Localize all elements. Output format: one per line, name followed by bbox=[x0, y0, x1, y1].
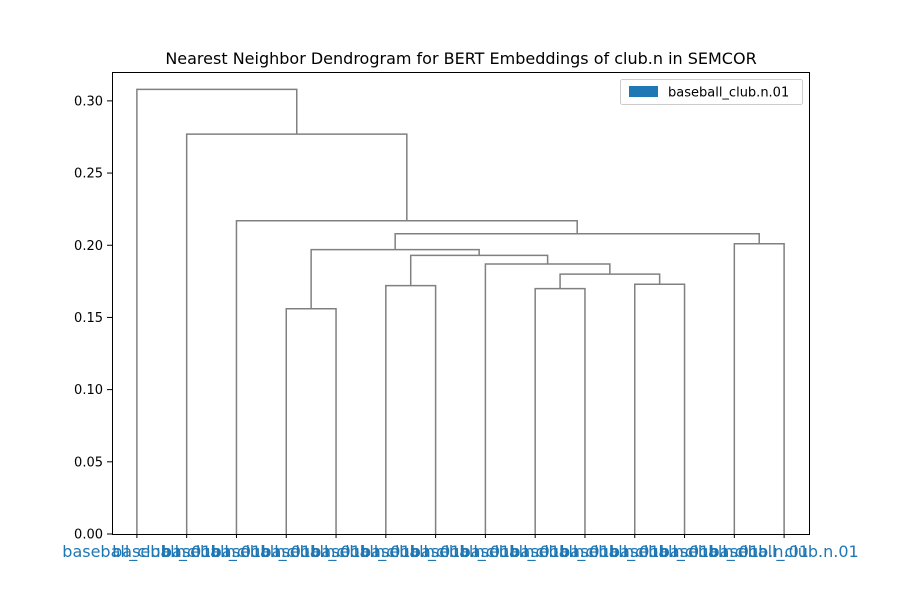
leaf-labels: baseball_club.n.01baseball_club.n.01base… bbox=[62, 534, 859, 562]
dendrogram-link-10 bbox=[235, 219, 578, 534]
leaf-label: baseball_club.n.01 bbox=[261, 542, 410, 562]
y-axis: 0.00 0.05 0.10 0.15 0.20 0.25 0.30 bbox=[74, 94, 112, 543]
y-tick-label: 0.15 bbox=[74, 311, 103, 326]
leaf-label: baseball_club.n.01 bbox=[411, 542, 560, 562]
dendrogram-link-8 bbox=[733, 243, 785, 534]
chart-title: Nearest Neighbor Dendrogram for BERT Emb… bbox=[165, 49, 756, 68]
dendrogram-link-2 bbox=[534, 287, 586, 534]
dendrogram-link-6 bbox=[409, 254, 549, 286]
leaf-label: baseball_club.n.01 bbox=[610, 542, 759, 562]
leaf-label: baseball_club.n.01 bbox=[710, 542, 859, 562]
dendrogram-link-11 bbox=[185, 133, 408, 534]
leaf-label: baseball_club.n.01 bbox=[311, 542, 460, 562]
dendrogram-link-5 bbox=[484, 263, 611, 534]
dendrogram-link-12 bbox=[136, 88, 298, 534]
leaf-label: baseball_club.n.01 bbox=[212, 542, 361, 562]
y-tick-label: 0.10 bbox=[74, 383, 103, 398]
leaf-label: baseball_club.n.01 bbox=[560, 542, 709, 562]
leaf-label: baseball_club.n.01 bbox=[510, 542, 659, 562]
dendrogram-link-1 bbox=[385, 284, 437, 534]
y-tick-label: 0.25 bbox=[74, 167, 103, 182]
leaf-label: baseball_club.n.01 bbox=[461, 542, 610, 562]
legend-box bbox=[620, 79, 803, 105]
legend-label: baseball_club.n.01 bbox=[668, 86, 789, 101]
leaf-label: baseball_club.n.01 bbox=[162, 542, 311, 562]
y-tick-label: 0.05 bbox=[74, 455, 103, 470]
dendrogram-link-4 bbox=[559, 273, 661, 289]
plot-frame bbox=[112, 72, 810, 535]
dendrogram-link-7 bbox=[310, 248, 480, 309]
legend-swatch bbox=[629, 86, 658, 97]
dendrogram-links bbox=[136, 88, 785, 534]
leaf-label: baseball_club.n.01 bbox=[112, 542, 261, 562]
y-tick-label: 0.20 bbox=[74, 239, 103, 254]
dendrogram-link-9 bbox=[394, 232, 760, 250]
leaf-label: baseball_club.n.01 bbox=[361, 542, 510, 562]
leaf-label: baseball_club.n.01 bbox=[62, 542, 211, 562]
dendrogram-link-0 bbox=[285, 308, 337, 534]
y-tick-label: 0.00 bbox=[74, 528, 103, 543]
y-tick-label: 0.30 bbox=[74, 94, 103, 109]
leaf-label: baseball_club.n.01 bbox=[660, 542, 809, 562]
dendrogram-link-3 bbox=[634, 283, 686, 534]
legend: baseball_club.n.01 bbox=[620, 79, 803, 105]
